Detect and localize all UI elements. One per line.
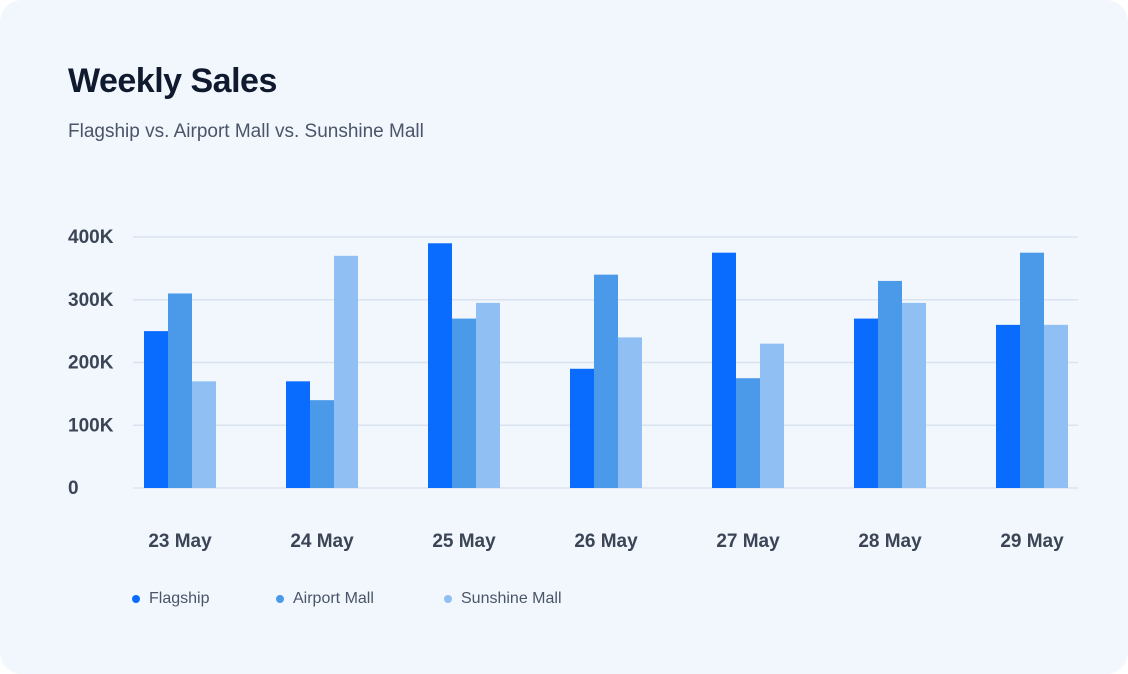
bar-airport-mall <box>310 400 334 488</box>
x-tick-label: 28 May <box>858 531 922 552</box>
bar-airport-mall <box>736 378 760 488</box>
bar-airport-mall <box>452 318 476 488</box>
legend-dot <box>276 595 284 603</box>
bar-airport-mall <box>594 274 618 488</box>
bars <box>144 243 1068 488</box>
chart-title: Weekly Sales <box>68 62 277 100</box>
bar-airport-mall <box>168 293 192 488</box>
x-tick-label: 26 May <box>574 531 638 552</box>
bar-airport-mall <box>878 280 902 488</box>
legend-label: Airport Mall <box>293 590 374 607</box>
x-axis-labels: 23 May 24 May 25 May 26 May 27 May 28 May 29 M… <box>148 531 1064 552</box>
legend-label: Flagship <box>149 590 210 607</box>
bar-airport-mall <box>1020 252 1044 488</box>
bar-sunshine-mall <box>902 302 926 488</box>
legend-dot <box>132 595 140 603</box>
x-tick-label: 25 May <box>432 531 496 552</box>
bar-sunshine-mall <box>760 343 784 488</box>
bar-flagship <box>428 243 452 488</box>
bar-flagship <box>144 331 168 488</box>
y-tick-label: 300K <box>68 290 114 311</box>
x-tick-label: 24 May <box>290 531 354 552</box>
bar-flagship <box>286 381 310 488</box>
bar-sunshine-mall <box>334 255 358 488</box>
legend-item-sunshine-mall: Sunshine Mall <box>444 590 584 608</box>
x-tick-label: 27 May <box>716 531 780 552</box>
bar-flagship <box>712 252 736 488</box>
y-tick-label: 400K <box>68 227 114 248</box>
bar-sunshine-mall <box>618 337 642 488</box>
legend-item-flagship: Flagship <box>132 590 276 608</box>
bar-flagship <box>854 318 878 488</box>
bar-flagship <box>996 324 1020 488</box>
x-tick-label: 29 May <box>1000 531 1064 552</box>
legend-dot <box>444 595 452 603</box>
y-tick-label: 0 <box>68 478 79 499</box>
bar-sunshine-mall <box>1044 324 1068 488</box>
legend-item-airport-mall: Airport Mall <box>276 590 444 608</box>
y-tick-label: 100K <box>68 415 114 436</box>
legend-label: Sunshine Mall <box>461 590 562 607</box>
bar-sunshine-mall <box>192 381 216 488</box>
bar-sunshine-mall <box>476 302 500 488</box>
bar-flagship <box>570 368 594 488</box>
y-tick-label: 200K <box>68 353 114 374</box>
y-axis-labels: 0 100K 200K 300K 400K <box>68 227 114 499</box>
chart-subtitle: Flagship vs. Airport Mall vs. Sunshine M… <box>68 121 424 142</box>
x-tick-label: 23 May <box>148 531 212 552</box>
chart-legend: Flagship Airport Mall Sunshine Mall <box>132 590 584 608</box>
